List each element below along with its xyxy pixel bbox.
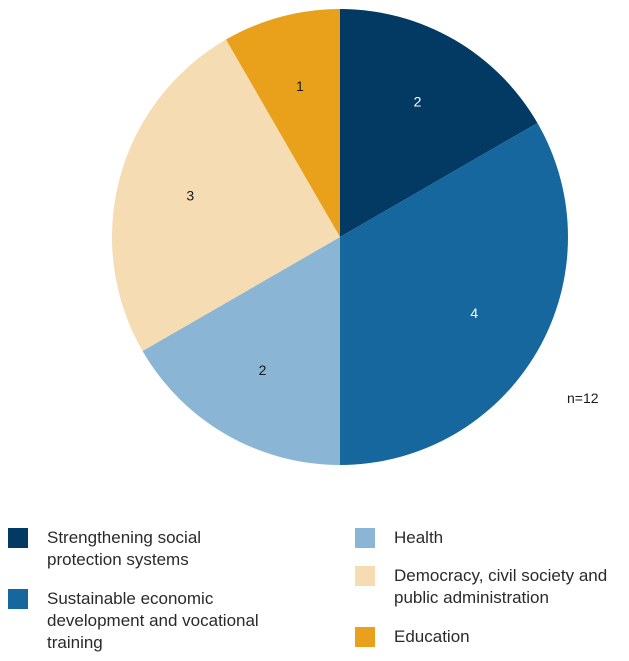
pie-chart: 2 4 2 3 1 (112, 9, 568, 465)
pie-slice-4 (226, 9, 340, 237)
legend-item-economic-development: Sustainable economic development and voc… (8, 588, 308, 654)
legend-item-democracy: Democracy, civil society and public admi… (355, 565, 627, 609)
slice-value-label-1: 4 (470, 305, 478, 321)
legend-label: Health (394, 528, 444, 547)
legend-label: Education (394, 627, 470, 646)
slice-value-label-4: 1 (296, 78, 304, 94)
pie-slice-0 (340, 9, 538, 237)
pie-slice-1 (340, 123, 568, 465)
legend-item-health: Health (355, 527, 615, 549)
legend-swatch (8, 589, 28, 609)
slice-value-label-0: 2 (414, 93, 422, 109)
pie-slice-2 (142, 237, 340, 465)
legend-item-education: Education (355, 626, 615, 648)
slice-value-label-3: 3 (186, 188, 194, 204)
pie-slice-3 (112, 39, 340, 352)
legend-label: Sustainable economic development and voc… (47, 589, 259, 652)
legend-label: Democracy, civil society and public admi… (394, 566, 608, 607)
legend-item-social-protection: Strengthening social protection systems (8, 527, 248, 571)
legend-swatch (355, 528, 375, 548)
legend-swatch (355, 627, 375, 647)
slice-value-label-2: 2 (259, 362, 267, 378)
sample-size-note: n=12 (567, 390, 599, 406)
legend-swatch (355, 566, 375, 586)
legend-swatch (8, 528, 28, 548)
legend-label: Strengthening social protection systems (47, 528, 202, 569)
